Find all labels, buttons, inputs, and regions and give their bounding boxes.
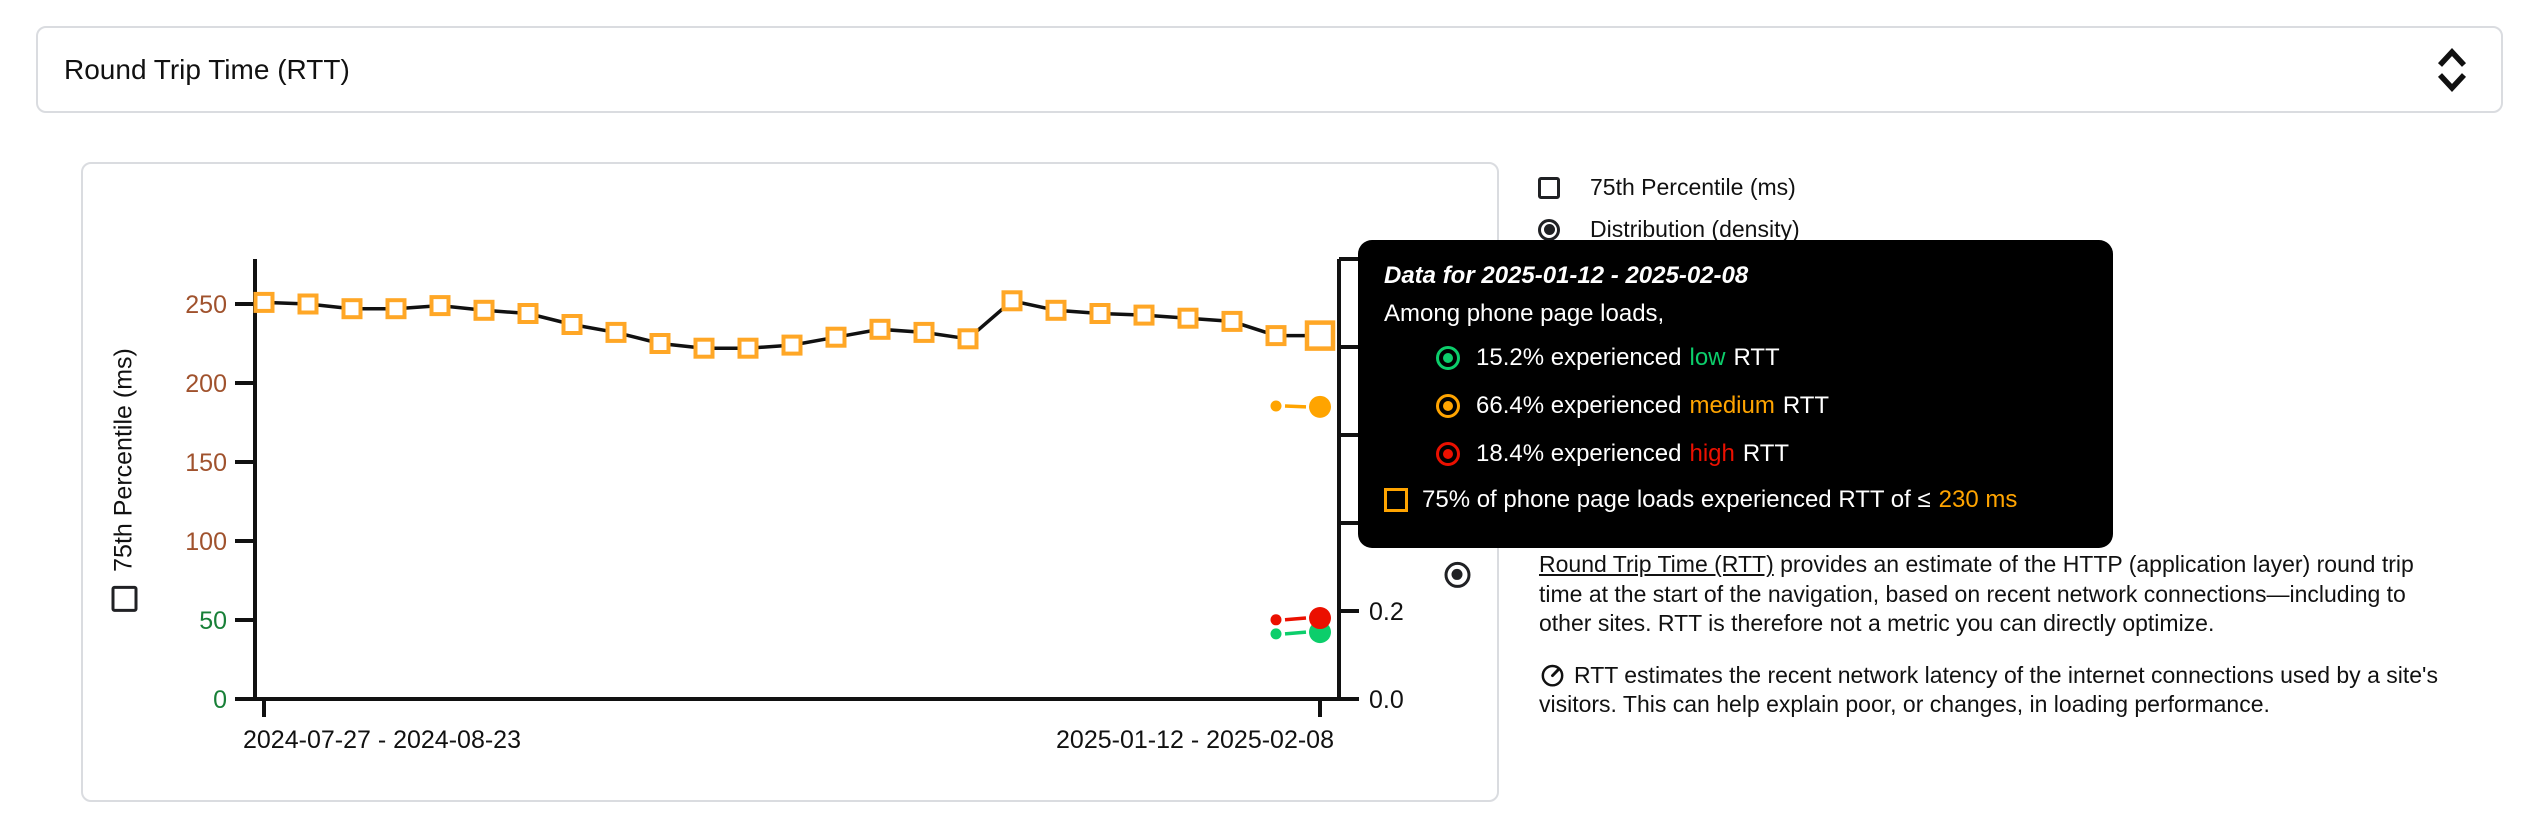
y-left-tick-label: 150 xyxy=(185,449,227,477)
density-connector-high xyxy=(1284,616,1307,622)
density-prev-dot-low[interactable] xyxy=(1270,628,1282,640)
medium-rtt-dot-icon xyxy=(1436,394,1460,418)
rtt-timeseries-chart[interactable]: 0501001502002500.00.20.40.60.81.02024-07… xyxy=(83,164,1501,804)
tooltip-row-low: 15.2% experienced low RTT xyxy=(1436,334,2087,382)
y-right-tick-label: 0.2 xyxy=(1369,598,1404,626)
data-point[interactable] xyxy=(473,299,495,321)
data-point[interactable] xyxy=(1221,310,1243,332)
percentile-checkbox-glyph-icon xyxy=(111,585,137,612)
density-connector-low xyxy=(1284,630,1307,636)
data-point[interactable] xyxy=(693,337,715,359)
low-rtt-dot-icon xyxy=(1436,346,1460,370)
high-rtt-dot-icon xyxy=(1436,442,1460,466)
percentile-square-icon xyxy=(1384,488,1408,512)
density-prev-dot-high[interactable] xyxy=(1270,614,1282,626)
density-connector-medium xyxy=(1284,404,1307,409)
y-left-tick-label: 250 xyxy=(185,291,227,319)
distribution-radio[interactable] xyxy=(1538,218,1560,241)
legend-percentile-label: 75th Percentile (ms) xyxy=(1590,174,1796,200)
y-left-tick-label: 50 xyxy=(199,607,227,635)
chart-tooltip: Data for 2025-01-12 - 2025-02-08 Among p… xyxy=(1358,240,2113,548)
data-point[interactable] xyxy=(385,298,407,320)
density-prev-dot-medium[interactable] xyxy=(1270,400,1282,412)
unfold-more-icon[interactable] xyxy=(2433,45,2471,95)
data-point[interactable] xyxy=(517,303,539,324)
data-point[interactable] xyxy=(341,298,363,320)
y-left-tick-label: 100 xyxy=(185,528,227,556)
data-point[interactable] xyxy=(1089,303,1111,324)
y-right-tick-label: 0.0 xyxy=(1369,686,1404,714)
density-current-dot-high[interactable] xyxy=(1309,607,1331,630)
tooltip-subtitle: Among phone page loads, xyxy=(1384,300,1665,327)
legend-item-percentile[interactable]: 75th Percentile (ms) xyxy=(1538,174,1796,201)
data-point[interactable] xyxy=(561,314,583,335)
rtt-doc-link[interactable]: Round Trip Time (RTT) xyxy=(1539,551,1774,577)
data-point-selected[interactable] xyxy=(1304,320,1336,351)
metric-selector[interactable]: Round Trip Time (RTT) xyxy=(36,26,2503,113)
percentile-checkbox[interactable] xyxy=(1538,176,1560,199)
data-point[interactable] xyxy=(825,326,847,348)
description-paragraph-1: Round Trip Time (RTT) provides an estima… xyxy=(1539,551,2414,636)
data-point[interactable] xyxy=(1265,325,1287,347)
distribution-radio-glyph-icon xyxy=(1444,561,1470,588)
data-point[interactable] xyxy=(1001,290,1023,312)
data-point[interactable] xyxy=(869,318,891,340)
data-point[interactable] xyxy=(605,321,627,343)
data-point[interactable] xyxy=(1177,307,1199,329)
y-left-tick-label: 200 xyxy=(185,370,227,398)
legend-item-distribution[interactable]: Distribution (density) xyxy=(1538,216,1800,243)
metric-description: Round Trip Time (RTT) provides an estima… xyxy=(1539,550,2441,720)
y-axis-left-label: 75th Percentile (ms) xyxy=(110,348,139,612)
rtt-chart-card: 0501001502002500.00.20.40.60.81.02024-07… xyxy=(81,162,1499,802)
tooltip-row-percentile: 75% of phone page loads experienced RTT … xyxy=(1384,478,2087,522)
gauge-icon xyxy=(1541,664,1564,687)
data-point[interactable] xyxy=(297,293,319,315)
data-point[interactable] xyxy=(737,337,759,359)
tooltip-row-medium: 66.4% experienced medium RTT xyxy=(1436,382,2087,430)
y-left-tick-label: 0 xyxy=(213,686,227,714)
tooltip-title: Data for 2025-01-12 - 2025-02-08 xyxy=(1384,262,1749,289)
data-point[interactable] xyxy=(781,334,803,356)
metric-selector-value: Round Trip Time (RTT) xyxy=(64,53,350,85)
data-point[interactable] xyxy=(913,321,935,343)
legend-distribution-label: Distribution (density) xyxy=(1590,216,1800,242)
data-point[interactable] xyxy=(957,328,979,350)
x-tick-label-first: 2024-07-27 - 2024-08-23 xyxy=(243,726,521,754)
data-point[interactable] xyxy=(1133,304,1155,326)
tooltip-row-high: 18.4% experienced high RTT xyxy=(1436,430,2087,478)
data-point[interactable] xyxy=(1045,299,1067,321)
density-current-dot-medium[interactable] xyxy=(1309,395,1331,418)
description-paragraph-2: RTT estimates the recent network latency… xyxy=(1539,661,2438,718)
data-point[interactable] xyxy=(649,333,671,354)
data-point[interactable] xyxy=(429,295,451,317)
data-point[interactable] xyxy=(253,291,275,313)
x-tick-label-last: 2025-01-12 - 2025-02-08 xyxy=(1056,726,1334,754)
